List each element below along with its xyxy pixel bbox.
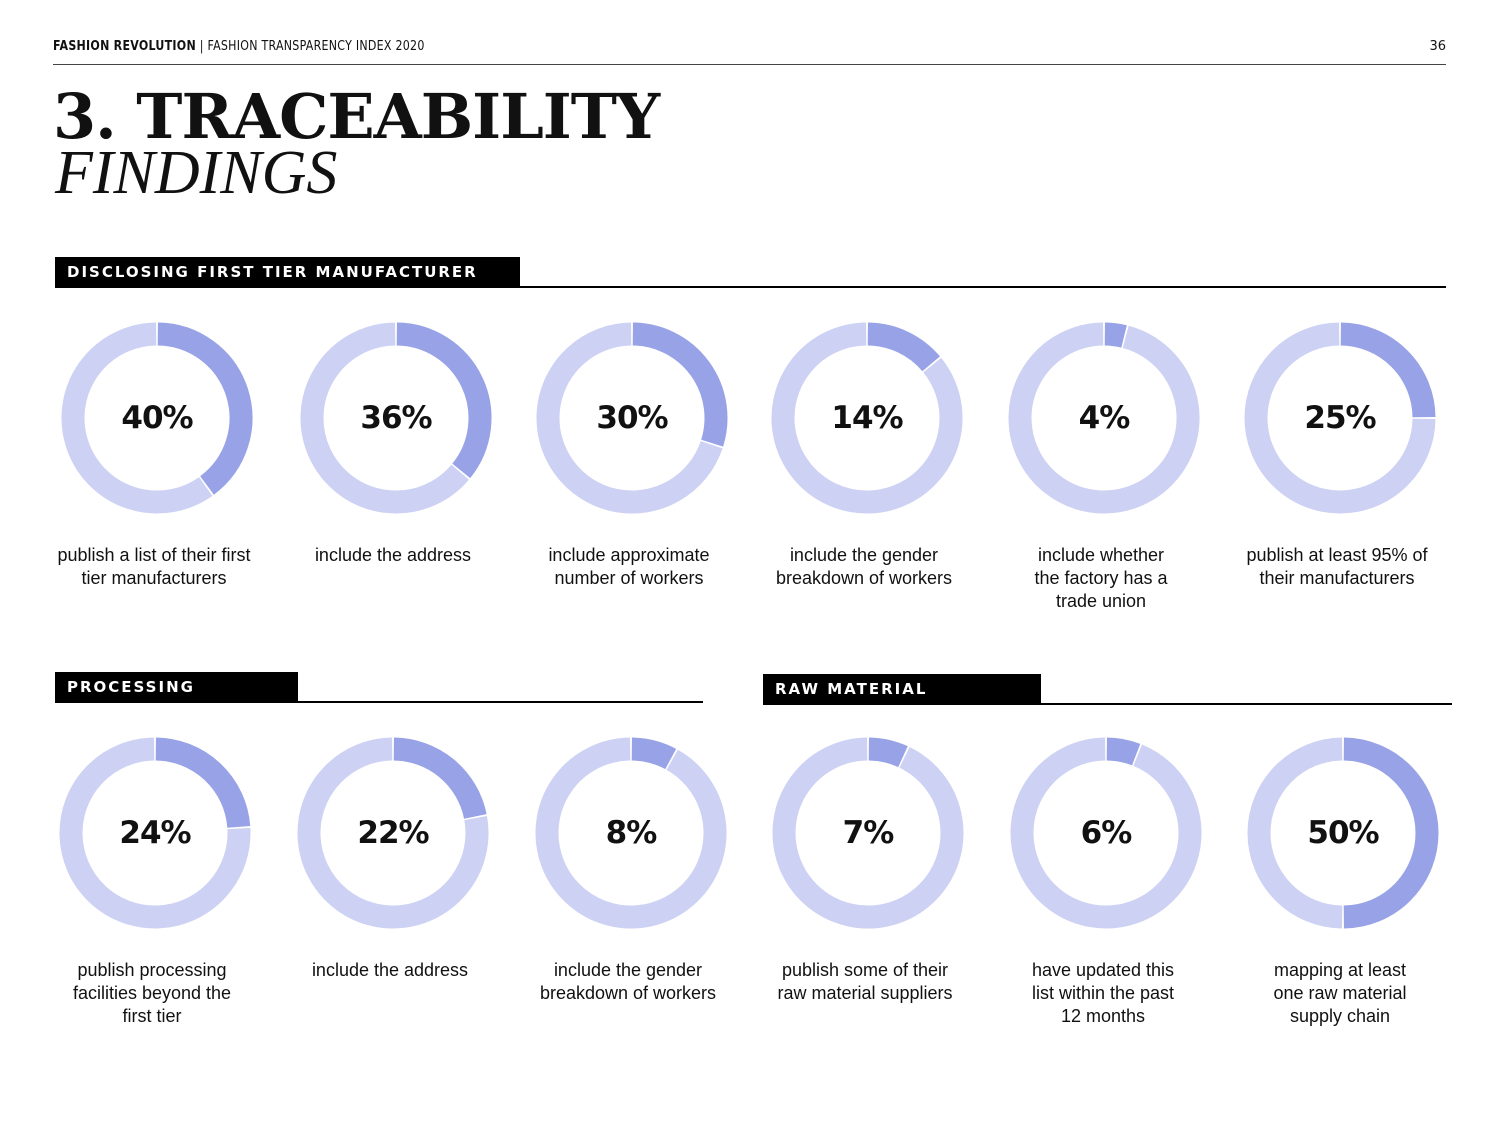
donut-remaining-segment xyxy=(300,322,469,514)
section-rule xyxy=(1041,703,1452,705)
brand: FASHION REVOLUTION xyxy=(53,39,196,54)
running-header: FASHION REVOLUTION | FASHION TRANSPARENC… xyxy=(53,39,425,54)
section-header-processing: PROCESSING FACILITIES xyxy=(55,672,298,727)
donut-filled-segment xyxy=(1340,322,1436,418)
donut-filled-segment xyxy=(632,322,728,447)
donut-value-label: 40% xyxy=(121,400,193,436)
donut-filled-segment xyxy=(393,737,487,820)
donut-value-label: 36% xyxy=(360,400,432,436)
section-header-raw-material: RAW MATERIAL SUPPLIERS xyxy=(763,674,1041,729)
page-subtitle: FINDINGS xyxy=(55,139,338,207)
donut-remaining-segment xyxy=(771,322,963,514)
donut-chart: 36% xyxy=(296,318,496,518)
page-number: 36 xyxy=(1429,39,1446,54)
section-header-first-tier: DISCLOSING FIRST TIER MANUFACTURER DETAI… xyxy=(55,257,520,312)
donut-caption: include the address xyxy=(314,545,472,565)
donut-remaining-segment xyxy=(59,737,251,929)
donut-chart: 4% xyxy=(1004,318,1204,518)
page-title: 3. TRACEABILITY xyxy=(53,80,660,153)
donut-chart: 14% xyxy=(767,318,967,518)
donut-chart: 22% xyxy=(293,733,493,933)
donut-caption: include whether the factory has a trade … xyxy=(1034,545,1168,611)
donut-caption: include the gender breakdown of workers xyxy=(539,960,717,1003)
section-rule xyxy=(298,701,703,703)
donut-value-label: 14% xyxy=(831,400,903,436)
donut-remaining-segment xyxy=(61,322,213,514)
donut-filled-segment xyxy=(867,322,940,372)
donut-remaining-segment xyxy=(772,737,964,929)
donut-filled-segment xyxy=(868,737,908,768)
donut-chart: 24% xyxy=(55,733,255,933)
donut-caption: include the gender breakdown of workers xyxy=(775,545,953,588)
donut-caption: publish processing facilities beyond the… xyxy=(72,960,232,1026)
donut-filled-segment xyxy=(396,322,492,479)
donut-chart: 6% xyxy=(1006,733,1206,933)
donut-value-label: 50% xyxy=(1307,815,1379,851)
donut-caption: include approximate number of workers xyxy=(548,545,710,588)
header-rule xyxy=(53,64,1446,65)
donut-filled-segment xyxy=(1343,737,1439,929)
donut-chart: 40% xyxy=(57,318,257,518)
donut-value-label: 24% xyxy=(119,815,191,851)
donut-remaining-segment xyxy=(1247,737,1343,929)
donut-value-label: 30% xyxy=(596,400,668,436)
donut-chart: 8% xyxy=(531,733,731,933)
donut-value-label: 6% xyxy=(1080,815,1133,851)
donut-chart: 25% xyxy=(1240,318,1440,518)
donut-caption: publish a list of their first tier manuf… xyxy=(57,545,251,588)
donut-value-label: 8% xyxy=(605,815,658,851)
donut-caption: publish some of their raw material suppl… xyxy=(777,960,953,1003)
donut-remaining-segment xyxy=(1008,322,1200,514)
donut-value-label: 25% xyxy=(1304,400,1376,436)
publication-title: FASHION TRANSPARENCY INDEX 2020 xyxy=(207,39,425,54)
donut-filled-segment xyxy=(155,737,251,829)
separator: | xyxy=(199,39,204,54)
donut-caption: include the address xyxy=(311,960,469,980)
donut-chart: 50% xyxy=(1243,733,1443,933)
donut-remaining-segment xyxy=(535,737,727,929)
donut-remaining-segment xyxy=(536,322,723,514)
section-rule xyxy=(520,286,1446,288)
donut-remaining-segment xyxy=(1010,737,1202,929)
donut-filled-segment xyxy=(1104,322,1127,348)
donut-chart: 30% xyxy=(532,318,732,518)
donut-value-label: 22% xyxy=(357,815,429,851)
donut-filled-segment xyxy=(631,737,677,770)
donut-caption: publish at least 95% of their manufactur… xyxy=(1246,545,1428,588)
donut-value-label: 4% xyxy=(1078,400,1131,436)
donut-remaining-segment xyxy=(1244,322,1436,514)
donut-chart: 7% xyxy=(768,733,968,933)
donut-caption: have updated this list within the past 1… xyxy=(1031,960,1175,1026)
donut-remaining-segment xyxy=(297,737,489,929)
donut-caption: mapping at least one raw material supply… xyxy=(1273,960,1407,1026)
donut-filled-segment xyxy=(157,322,253,495)
donut-filled-segment xyxy=(1106,737,1141,766)
donut-value-label: 7% xyxy=(842,815,895,851)
